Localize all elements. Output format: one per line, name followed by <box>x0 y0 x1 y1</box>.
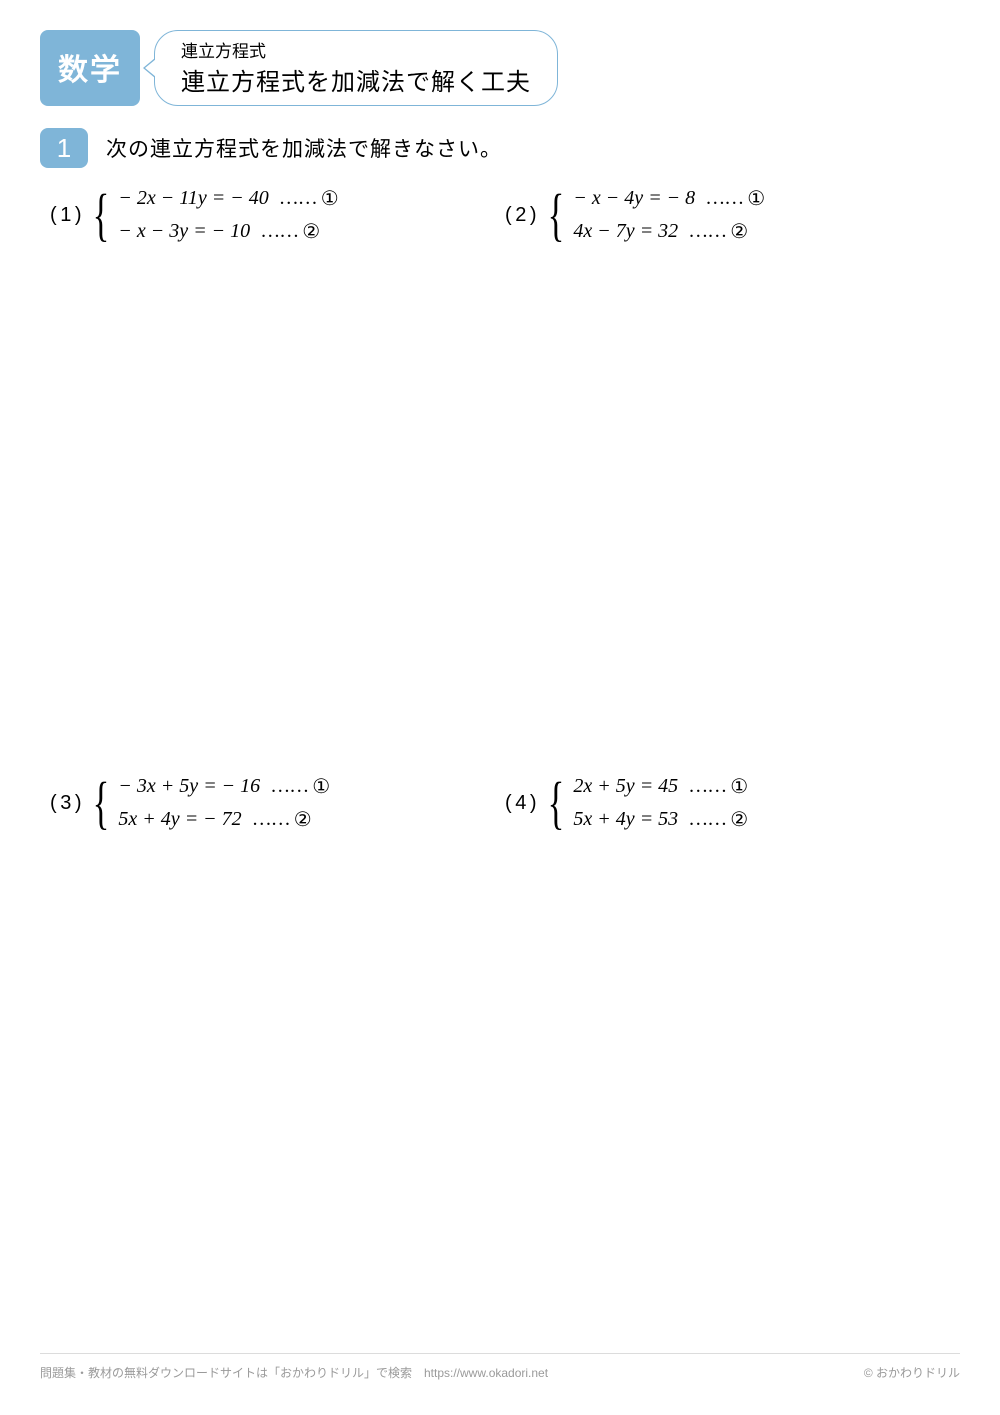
title-balloon: 連立方程式 連立方程式を加減法で解く工夫 <box>154 30 558 106</box>
equation: 4x − 7y = 32 <box>573 220 678 243</box>
brace-icon: { <box>547 780 564 826</box>
circled-number: ② <box>730 219 748 244</box>
equation-line: − 2x − 11y = − 40 …… ① <box>118 186 338 211</box>
equation-line: − x − 4y = − 8 …… ① <box>573 186 765 211</box>
problem-number: ( 3 ) <box>50 792 81 815</box>
problem-1: ( 1 ) { − 2x − 11y = − 40 …… ① − x − 3y … <box>50 186 505 244</box>
equation-system: − x − 4y = − 8 …… ① 4x − 7y = 32 …… ② <box>573 186 765 244</box>
equation-system: − 3x + 5y = − 16 …… ① 5x + 4y = − 72 …… … <box>118 774 330 832</box>
equation-line: 4x − 7y = 32 …… ② <box>573 219 765 244</box>
section-instruction: 次の連立方程式を加減法で解きなさい。 <box>106 133 502 163</box>
problem-3: ( 3 ) { − 3x + 5y = − 16 …… ① 5x + 4y = … <box>50 774 505 832</box>
problem-number: ( 1 ) <box>50 204 81 227</box>
equation-line: 2x + 5y = 45 …… ① <box>573 774 748 799</box>
dots: …… <box>270 775 308 798</box>
equation-line: 5x + 4y = 53 …… ② <box>573 807 748 832</box>
footer: 問題集・教材の無料ダウンロードサイトは「おかわりドリル」で検索 https://… <box>40 1353 960 1381</box>
circled-number: ① <box>321 186 339 211</box>
subject-badge: 数学 <box>40 30 140 106</box>
problem-number: ( 2 ) <box>505 204 536 227</box>
topic-title: 連立方程式を加減法で解く工夫 <box>181 62 531 97</box>
footer-left: 問題集・教材の無料ダウンロードサイトは「おかわりドリル」で検索 https://… <box>40 1364 548 1381</box>
dots: …… <box>688 775 726 798</box>
equation-line: 5x + 4y = − 72 …… ② <box>118 807 330 832</box>
footer-right: © おかわりドリル <box>864 1364 960 1381</box>
equation-system: 2x + 5y = 45 …… ① 5x + 4y = 53 …… ② <box>573 774 748 832</box>
section-header: 1 次の連立方程式を加減法で解きなさい。 <box>40 128 960 168</box>
dots: …… <box>260 220 298 243</box>
circled-number: ② <box>302 219 320 244</box>
circled-number: ② <box>294 807 312 832</box>
equation: 5x + 4y = 53 <box>573 808 678 831</box>
dots: …… <box>279 187 317 210</box>
circled-number: ② <box>730 807 748 832</box>
equation: 2x + 5y = 45 <box>573 775 678 798</box>
brace-icon: { <box>92 780 109 826</box>
equation: − 3x + 5y = − 16 <box>118 775 260 798</box>
equation-system: − 2x − 11y = − 40 …… ① − x − 3y = − 10 …… <box>118 186 338 244</box>
equation-line: − x − 3y = − 10 …… ② <box>118 219 338 244</box>
equation: − x − 3y = − 10 <box>118 220 250 243</box>
worksheet-page: 数学 連立方程式 連立方程式を加減法で解く工夫 1 次の連立方程式を加減法で解き… <box>0 0 1000 1392</box>
equation: 5x + 4y = − 72 <box>118 808 241 831</box>
problem-number: ( 4 ) <box>505 792 536 815</box>
problems-grid: ( 1 ) { − 2x − 11y = − 40 …… ① − x − 3y … <box>40 186 960 1362</box>
header: 数学 連立方程式 連立方程式を加減法で解く工夫 <box>40 30 960 106</box>
section-number-badge: 1 <box>40 128 88 168</box>
problem-2: ( 2 ) { − x − 4y = − 8 …… ① 4x − 7y = 32… <box>505 186 960 244</box>
dots: …… <box>252 808 290 831</box>
brace-icon: { <box>92 192 109 238</box>
dots: …… <box>688 220 726 243</box>
equation: − 2x − 11y = − 40 <box>118 187 268 210</box>
dots: …… <box>688 808 726 831</box>
circled-number: ① <box>730 774 748 799</box>
circled-number: ① <box>312 774 330 799</box>
problem-4: ( 4 ) { 2x + 5y = 45 …… ① 5x + 4y = 53 …… <box>505 774 960 832</box>
equation-line: − 3x + 5y = − 16 …… ① <box>118 774 330 799</box>
dots: …… <box>705 187 743 210</box>
brace-icon: { <box>547 192 564 238</box>
equation: − x − 4y = − 8 <box>573 187 695 210</box>
circled-number: ① <box>747 186 765 211</box>
chapter-title: 連立方程式 <box>181 37 531 62</box>
